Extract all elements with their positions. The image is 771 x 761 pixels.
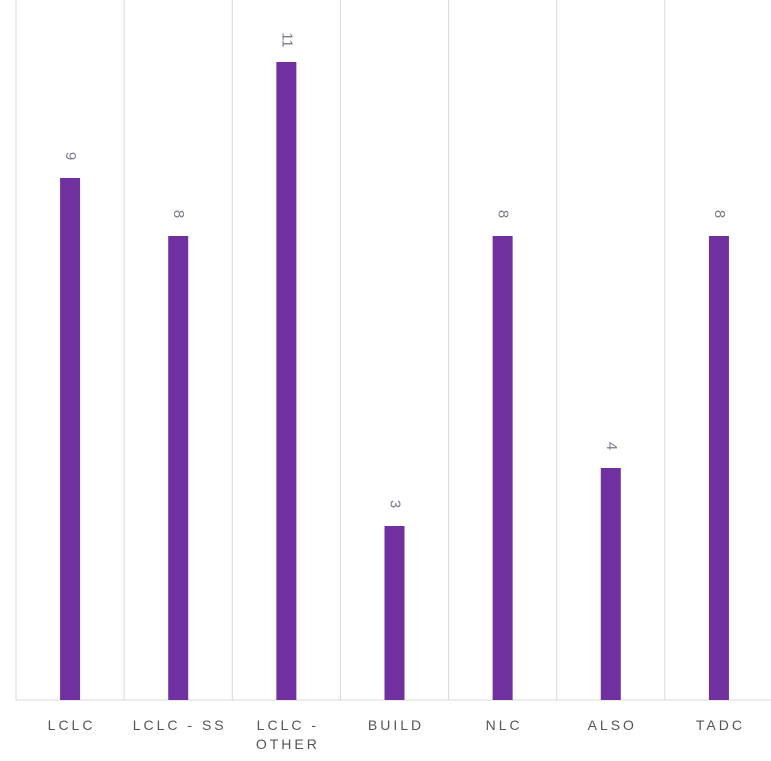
- bar: [384, 526, 405, 700]
- data-label: 3: [387, 500, 404, 508]
- data-label: 8: [711, 210, 728, 218]
- bar: [60, 178, 81, 700]
- x-tick-label: LCLC - SS: [132, 717, 227, 733]
- bar: [276, 62, 297, 700]
- data-label: 8: [495, 210, 512, 218]
- data-label: 4: [603, 442, 620, 450]
- bar: [600, 468, 621, 700]
- x-tick-label: TADC: [695, 717, 745, 733]
- bar: [708, 236, 729, 700]
- bar: [492, 236, 513, 700]
- data-label: 9: [62, 152, 79, 160]
- data-label: 11: [278, 32, 295, 48]
- x-tick-label: BUILD: [367, 717, 425, 733]
- x-tick-label: NLC: [485, 717, 523, 733]
- x-tick-label: LCLC - OTHER: [255, 717, 320, 752]
- bar: [168, 236, 189, 700]
- x-tick-label: LCLC: [47, 717, 96, 733]
- x-tick-label: ALSO: [587, 717, 637, 733]
- data-label: 8: [170, 210, 187, 218]
